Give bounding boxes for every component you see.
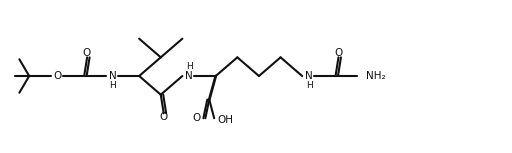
Text: O: O <box>160 112 168 122</box>
Text: O: O <box>54 71 62 81</box>
Text: OH: OH <box>218 115 233 125</box>
Text: NH₂: NH₂ <box>366 71 386 81</box>
Text: N: N <box>185 71 193 81</box>
Text: N: N <box>109 71 117 81</box>
Text: H: H <box>186 62 193 71</box>
Text: O: O <box>193 113 201 123</box>
Text: O: O <box>334 49 343 58</box>
Text: N: N <box>305 71 313 81</box>
Text: H: H <box>109 81 116 90</box>
Text: H: H <box>306 81 312 90</box>
Text: O: O <box>83 49 91 58</box>
